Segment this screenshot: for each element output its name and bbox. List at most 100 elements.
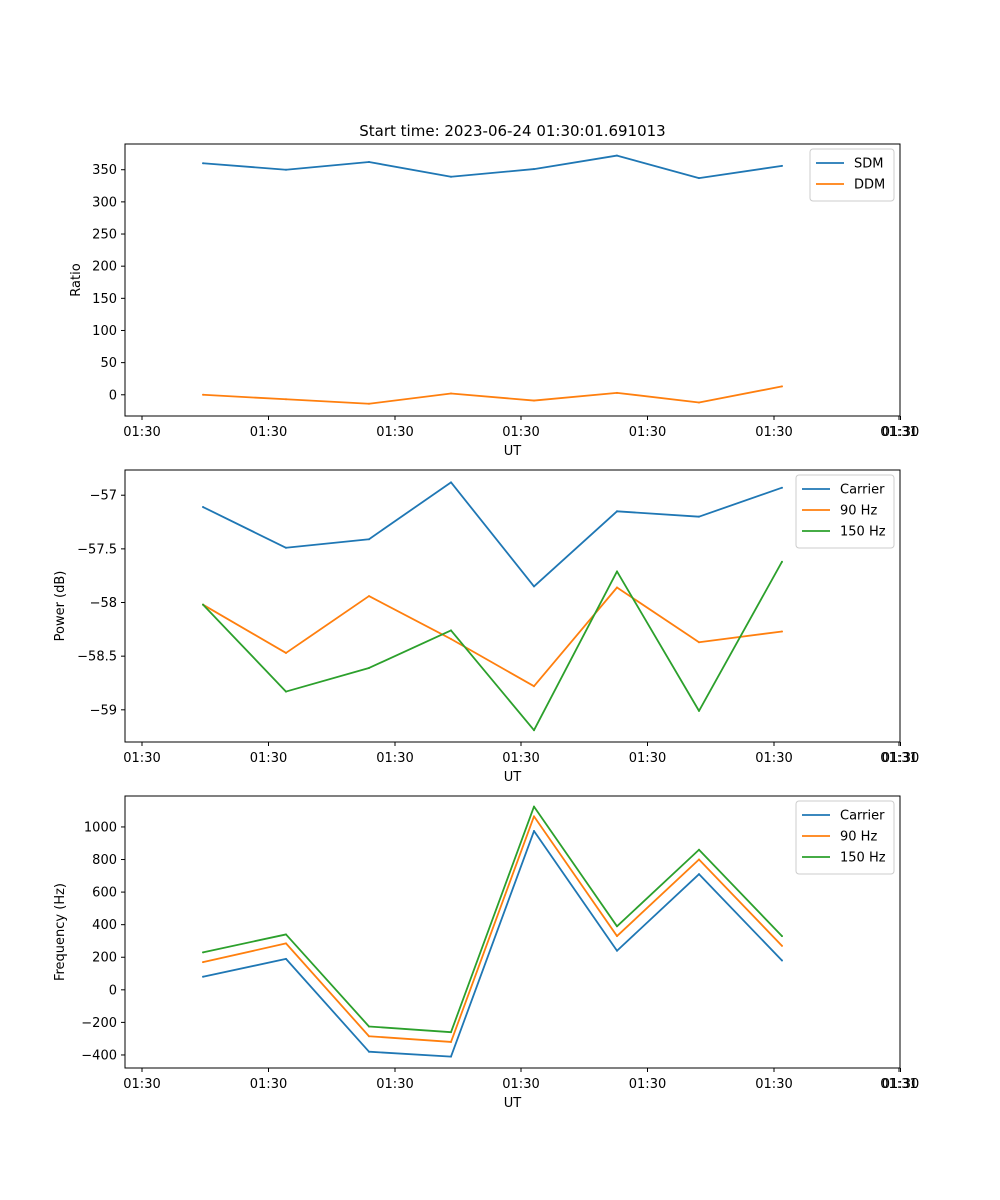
data-point	[533, 729, 535, 732]
data-point	[616, 391, 618, 394]
series-line-sdm	[202, 154, 783, 179]
y-tick-label: 50	[100, 356, 117, 371]
legend-label: 90 Hz	[840, 504, 877, 519]
data-point	[202, 506, 204, 509]
data-point	[533, 830, 535, 833]
data-point	[202, 393, 204, 396]
data-point	[533, 685, 535, 688]
x-tick-label: 01:30	[629, 425, 666, 440]
legend-label: DDM	[854, 178, 885, 193]
data-point	[698, 848, 700, 851]
x-tick-label: 01:30	[376, 1077, 413, 1092]
x-axis-label: UT	[504, 770, 522, 785]
y-tick-label: 800	[92, 853, 117, 868]
y-axis-label: Frequency (Hz)	[53, 883, 68, 981]
axes-frame-1	[124, 143, 901, 417]
x-tick-label: 01:30	[629, 1077, 666, 1092]
y-tick-label: −400	[81, 1048, 117, 1063]
x-axis-label: UT	[504, 1096, 522, 1111]
legend-box	[795, 474, 895, 549]
data-point	[202, 951, 204, 954]
x-tick-label: 01:30	[123, 425, 160, 440]
data-point	[285, 942, 287, 945]
data-point	[698, 515, 700, 518]
y-tick-label: −200	[81, 1016, 117, 1031]
legend-label: Carrier	[840, 483, 885, 498]
series-line-90-hz	[202, 815, 783, 1043]
x-tick-label: 01:30	[755, 751, 792, 766]
legend-box	[809, 148, 895, 202]
data-point	[781, 560, 783, 563]
data-point	[450, 392, 452, 395]
data-point	[698, 641, 700, 644]
series-line-150-hz	[202, 805, 783, 1034]
data-point	[533, 815, 535, 818]
y-tick-label: −58.5	[77, 650, 117, 665]
data-point	[285, 168, 287, 171]
data-point	[368, 1035, 370, 1038]
legend-label: 150 Hz	[840, 851, 886, 866]
x-tick-label: 01:31	[880, 1077, 917, 1092]
axes-frame-3	[124, 795, 901, 1069]
y-tick-label: 1000	[84, 820, 117, 835]
data-point	[533, 399, 535, 402]
legend-label: Carrier	[840, 809, 885, 824]
x-tick-label: 01:31	[880, 425, 917, 440]
y-tick-label: 0	[109, 388, 117, 403]
y-axis-label: Ratio	[69, 263, 84, 296]
data-point	[368, 538, 370, 541]
data-point	[285, 398, 287, 401]
data-point	[450, 629, 452, 632]
y-tick-label: −57.5	[77, 542, 117, 557]
data-point	[368, 161, 370, 163]
y-tick-label: 100	[92, 324, 117, 339]
data-point	[202, 961, 204, 964]
data-point	[781, 630, 783, 633]
x-tick-label: 01:30	[502, 1077, 539, 1092]
series-line-150-hz	[202, 561, 783, 732]
series-line-carrier	[202, 481, 783, 588]
chart-title: Start time: 2023-06-24 01:30:01.691013	[359, 122, 665, 140]
legend-label: 90 Hz	[840, 830, 877, 845]
x-tick-label: 01:30	[882, 751, 919, 766]
data-point	[781, 935, 783, 938]
x-tick-label: 01:30	[123, 751, 160, 766]
y-tick-label: 200	[92, 951, 117, 966]
data-point	[533, 805, 535, 808]
x-tick-label: 01:30	[123, 1077, 160, 1092]
x-tick-label: 01:31	[880, 751, 917, 766]
data-point	[285, 546, 287, 549]
data-point	[450, 1040, 452, 1043]
y-tick-label: −59	[90, 703, 117, 718]
x-tick-label: 01:30	[502, 751, 539, 766]
data-point	[450, 481, 452, 484]
data-point	[781, 959, 783, 962]
data-point	[616, 570, 618, 573]
data-point	[450, 637, 452, 640]
data-point	[698, 873, 700, 876]
x-tick-label: 01:30	[376, 425, 413, 440]
y-tick-label: 400	[92, 918, 117, 933]
data-point	[450, 175, 452, 178]
x-tick-label: 01:30	[250, 425, 287, 440]
y-tick-label: 200	[92, 260, 117, 275]
data-point	[698, 177, 700, 180]
y-tick-label: 250	[92, 228, 117, 243]
data-point	[368, 1050, 370, 1053]
y-axis-label: Power (dB)	[53, 571, 68, 642]
axes-frame-2	[124, 469, 901, 743]
legend-box	[795, 800, 895, 875]
legend-label: SDM	[854, 157, 883, 172]
legend-label: 150 Hz	[840, 525, 886, 540]
y-tick-label: 300	[92, 195, 117, 210]
x-tick-label: 01:30	[629, 751, 666, 766]
series-line-90-hz	[202, 586, 783, 688]
data-point	[533, 168, 535, 171]
data-point	[368, 595, 370, 598]
x-tick-label: 01:30	[502, 425, 539, 440]
data-point	[698, 858, 700, 861]
data-point	[616, 925, 618, 928]
y-tick-label: 150	[92, 292, 117, 307]
x-tick-label: 01:30	[755, 1077, 792, 1092]
x-axis-label: UT	[504, 444, 522, 459]
